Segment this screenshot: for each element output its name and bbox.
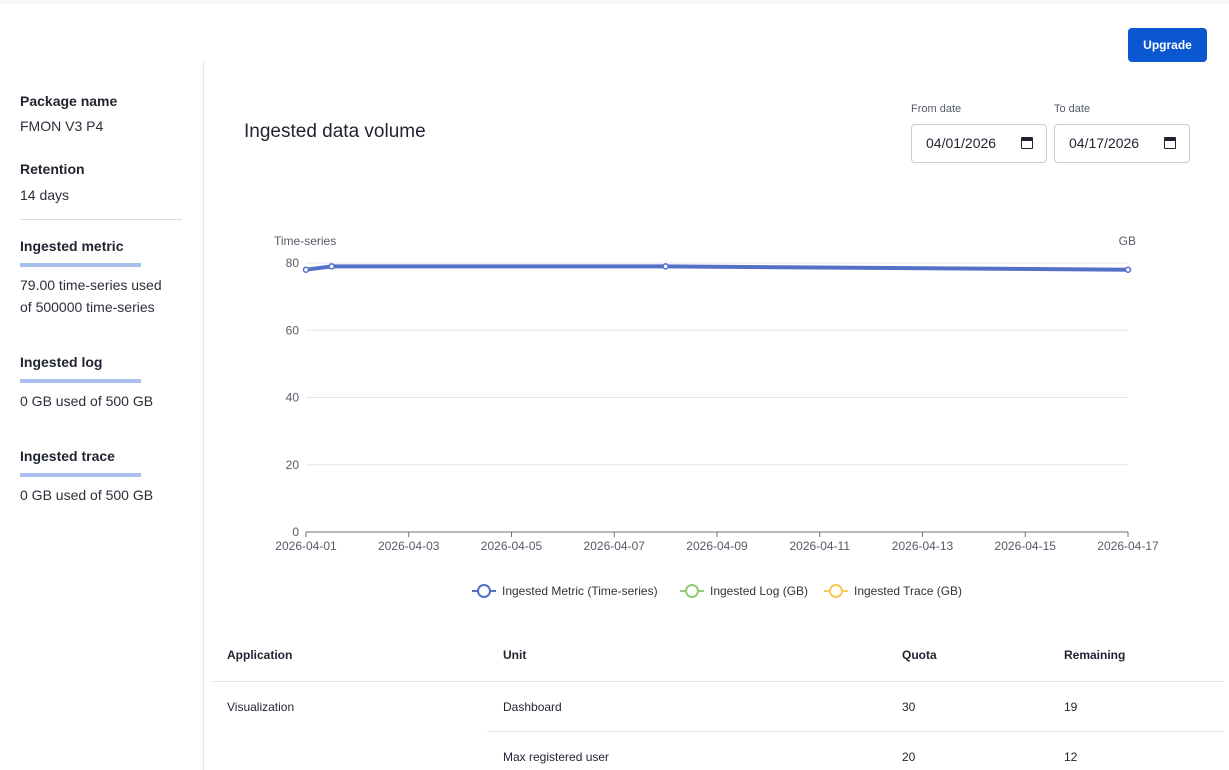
x-tick-label: 2026-04-17 [1097, 539, 1159, 553]
sidebar-divider [20, 219, 182, 220]
series-line [305, 264, 1129, 272]
y-axis-label-right: GB [1119, 234, 1136, 248]
table-cell-quota: 30 [902, 700, 916, 714]
package-name-value: FMON V3 P4 [20, 118, 104, 134]
x-tick-label: 2026-04-03 [378, 539, 440, 553]
data-point [1124, 266, 1132, 273]
legend-item: Ingested Trace (GB) [854, 584, 962, 598]
legend-item: Ingested Metric (Time-series) [502, 584, 658, 598]
x-tick-label: 2026-04-15 [995, 539, 1057, 553]
retention-label: Retention [20, 161, 85, 177]
ingested-metric-value-line1: 79.00 time-series used [20, 277, 162, 293]
top-strip [0, 0, 1229, 4]
legend-item: Ingested Log (GB) [710, 584, 808, 598]
table-header-quota: Quota [902, 648, 937, 662]
y-axis-label-left: Time-series [274, 234, 336, 248]
ingested-metric-bar [20, 263, 141, 267]
ingested-trace-bar [20, 473, 141, 477]
table-cell-unit: Max registered user [503, 750, 610, 764]
vertical-divider [203, 62, 204, 770]
package-name-label: Package name [20, 93, 118, 109]
x-tick-label: 2026-04-09 [686, 539, 748, 553]
table-cell-quota: 20 [902, 750, 916, 764]
chart-title: Ingested data volume [244, 121, 426, 142]
y-tick-label: 0 [292, 525, 299, 539]
legend-marker-icon [829, 584, 843, 598]
x-tick-label: 2026-04-05 [481, 539, 543, 553]
ingested-metric-label: Ingested metric [20, 238, 124, 254]
table-cell-unit: Dashboard [503, 700, 562, 714]
table-header-unit: Unit [503, 648, 527, 662]
ingested-trace-label: Ingested trace [20, 448, 115, 464]
x-tick-label: 2026-04-11 [790, 539, 851, 553]
upgrade-button[interactable]: Upgrade [1128, 28, 1207, 62]
data-point [662, 263, 669, 270]
data-point [302, 266, 310, 273]
table-cell-remaining: 12 [1064, 750, 1078, 764]
data-point [328, 263, 335, 270]
to-date-label: To date [1054, 103, 1091, 115]
y-tick-label: 60 [286, 323, 300, 337]
table-cell-application: Visualization [227, 700, 295, 714]
legend-marker-icon [477, 584, 491, 598]
table-header-application: Application [227, 648, 293, 662]
table-header-remaining: Remaining [1064, 648, 1126, 662]
ingested-metric-value-line2: of 500000 time-series [20, 299, 155, 315]
table-header-divider [212, 681, 1224, 682]
y-tick-label: 40 [286, 391, 300, 405]
to-date-value: 04/17/2026 [1069, 135, 1140, 151]
ingested-trace-value: 0 GB used of 500 GB [20, 487, 154, 503]
retention-value: 14 days [20, 187, 70, 203]
from-date-label: From date [911, 103, 962, 115]
ingested-log-label: Ingested log [20, 354, 103, 370]
ingested-log-bar [20, 379, 141, 383]
to-date-input[interactable]: 04/17/2026 [1054, 124, 1190, 163]
table-cell-remaining: 19 [1064, 700, 1078, 714]
legend-marker-icon [685, 584, 699, 598]
table-row-divider [487, 731, 1224, 732]
y-tick-label: 20 [286, 458, 300, 472]
from-date-input[interactable]: 04/01/2026 [911, 124, 1047, 163]
y-tick-label: 80 [286, 256, 300, 270]
x-tick-label: 2026-04-07 [584, 539, 646, 553]
calendar-icon[interactable] [1021, 137, 1033, 149]
x-tick-label: 2026-04-13 [892, 539, 954, 553]
ingested-log-value: 0 GB used of 500 GB [20, 393, 154, 409]
x-tick-label: 2026-04-01 [275, 539, 337, 553]
calendar-icon[interactable] [1164, 137, 1176, 149]
from-date-value: 04/01/2026 [926, 135, 997, 151]
